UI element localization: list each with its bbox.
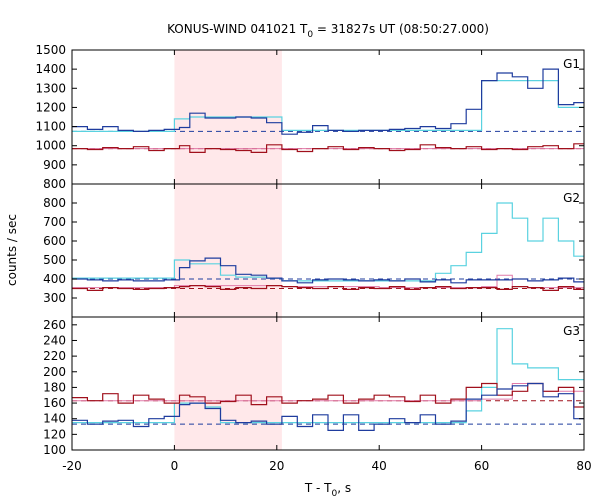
series-cyan-model [72,202,584,282]
y-tick-label: 1100 [35,120,66,134]
y-tick-label: 1500 [35,43,66,57]
y-tick-label: 1300 [35,81,66,95]
series-red-counts [72,382,584,408]
series-blue-counts [72,382,584,431]
y-tick-label: 1200 [35,100,66,114]
x-tick-label: -20 [62,459,82,473]
y-tick-label: 300 [43,291,66,305]
y-tick-label: 400 [43,272,66,286]
y-tick-label: 1400 [35,62,66,76]
x-tick-label: 0 [171,459,179,473]
y-tick-label: 500 [43,253,66,267]
y-tick-label: 120 [43,427,66,441]
y-tick-label: 140 [43,412,66,426]
panel-g2: 300 400 500 600 700 800 G2 [43,183,585,318]
chart-title: KONUS-WIND 041021 T0 = 31827s UT (08:50:… [167,22,489,40]
plot-area: 800900100011001200130014001500G130040050… [35,43,591,473]
panel-label-g3: G3 [563,324,580,338]
x-tick-label: 20 [269,459,284,473]
panel-frame [71,49,585,185]
series-blue-counts [72,257,584,284]
y-tick-label: 700 [43,215,66,229]
y-tick-label: 900 [43,158,66,172]
y-tick-label: 240 [43,333,66,347]
shaded-interval [174,50,282,450]
panel-label-g1: G1 [563,57,580,71]
series-red-counts [72,143,584,153]
y-tick-label: 160 [43,396,66,410]
y-tick-label: 200 [43,365,66,379]
x-tick-label: 40 [372,459,387,473]
series-red-counts [72,285,584,291]
y-tick-label: 220 [43,349,66,363]
y-tick-label: 100 [43,443,66,457]
y-tick-label: 800 [43,177,66,191]
x-axis-title: T - T0, s [304,481,351,499]
y-tick-label: 600 [43,234,66,248]
y-tick-label: 1000 [35,139,66,153]
panel-frame [71,183,585,318]
y-tick-label: 800 [43,196,66,210]
y-tick-label: 180 [43,380,66,394]
x-tick-label: 60 [474,459,489,473]
series-blue-counts [72,68,584,135]
y-tick-label: 260 [43,318,66,332]
series-cyan-model [72,80,584,132]
panel-frame [71,316,585,451]
x-tick-label: 80 [576,459,591,473]
series-cyan-model [72,328,584,424]
panel-label-g2: G2 [563,191,580,205]
panel-g1: 800 900 1000 1100 1200 1300 1400 1500 G1 [35,43,585,191]
y-axis-title: counts / sec [5,214,19,286]
